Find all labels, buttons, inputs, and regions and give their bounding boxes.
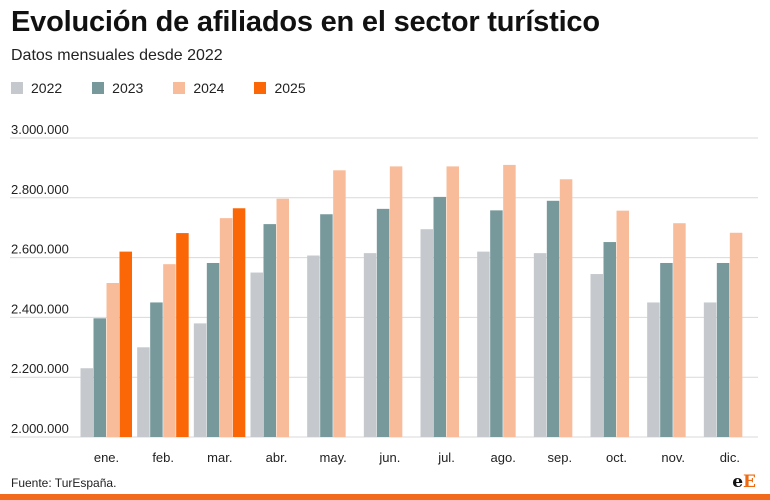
bar-2023-jun bbox=[376, 208, 390, 437]
bar-2024-abr bbox=[276, 198, 289, 437]
bar-2022-feb bbox=[137, 347, 150, 437]
bar-2023-mar bbox=[206, 262, 220, 437]
legend-item-2022: 2022 bbox=[11, 80, 62, 96]
y-tick-label: 3.000.000 bbox=[11, 122, 69, 137]
bar-2022-oct bbox=[590, 274, 603, 437]
bar-2022-abr bbox=[250, 272, 263, 437]
x-tick-label: ago. bbox=[491, 450, 516, 465]
bar-2022-sep bbox=[533, 253, 547, 437]
bar-2022-nov bbox=[647, 302, 660, 437]
legend-swatch-2024 bbox=[173, 82, 186, 94]
bar-chart: 3.000.000 2.800.000 2.600.000 2.400.000 2.20… bbox=[10, 122, 758, 465]
legend-label-2025: 2025 bbox=[274, 80, 306, 96]
x-tick-label: feb. bbox=[152, 450, 174, 465]
legend-swatch-2025 bbox=[254, 82, 267, 94]
source-note: Fuente: TurEspaña. bbox=[11, 476, 117, 490]
legend-item-2025: 2025 bbox=[254, 80, 306, 96]
bar-2024-jul bbox=[446, 166, 459, 437]
legend-swatch-2022 bbox=[11, 82, 23, 94]
bar-2024-jun bbox=[389, 166, 403, 437]
x-tick-label: jul. bbox=[437, 450, 455, 465]
bar-2024-may bbox=[333, 170, 346, 438]
x-tick-label: oct. bbox=[606, 450, 627, 465]
legend-label-2023: 2023 bbox=[112, 80, 144, 96]
bar-2024-ene bbox=[106, 283, 119, 437]
chart-title: Evolución de afiliados en el sector turí… bbox=[11, 6, 600, 38]
bar-2023-jul bbox=[433, 196, 446, 437]
x-tick-label: mar. bbox=[207, 450, 232, 465]
bar-2024-ago bbox=[503, 164, 516, 437]
bar-2022-may bbox=[307, 255, 320, 437]
bar-2022-jul bbox=[420, 229, 433, 437]
x-tick-label: may. bbox=[320, 450, 347, 465]
legend-label-2022: 2022 bbox=[31, 80, 63, 96]
logo-letter-e: e bbox=[732, 472, 744, 492]
x-tick-label: jun. bbox=[378, 450, 400, 465]
x-tick-label: sep. bbox=[548, 450, 573, 465]
bar-2025-feb bbox=[176, 233, 189, 437]
bar-2024-mar bbox=[219, 218, 233, 437]
bar-2025-ene bbox=[119, 251, 132, 437]
y-tick-label: 2.400.000 bbox=[11, 301, 69, 316]
bar-layer bbox=[80, 164, 743, 438]
bar-2024-oct bbox=[616, 210, 629, 437]
bar-2023-ago bbox=[490, 210, 503, 437]
bar-2022-mar bbox=[193, 323, 207, 437]
legend-item-2023: 2023 bbox=[92, 80, 143, 96]
legend-label-2024: 2024 bbox=[193, 80, 225, 96]
y-tick-label: 2.800.000 bbox=[11, 182, 69, 197]
y-tick-label: 2.200.000 bbox=[11, 361, 69, 376]
bar-2023-nov bbox=[660, 262, 673, 437]
legend-item-2024: 2024 bbox=[173, 80, 224, 96]
bar-2023-feb bbox=[150, 302, 163, 437]
bar-2023-ene bbox=[93, 318, 106, 437]
bar-2024-dic bbox=[729, 232, 743, 437]
legend-swatch-2023 bbox=[92, 82, 105, 94]
bar-2023-oct bbox=[603, 242, 616, 437]
bar-2023-sep bbox=[546, 200, 560, 437]
bar-2022-jun bbox=[363, 253, 377, 437]
brand-logo: eE bbox=[732, 472, 756, 492]
bar-2022-dic bbox=[703, 302, 717, 437]
bottom-accent-bar bbox=[0, 494, 770, 500]
legend: 2022 2023 2024 2025 bbox=[11, 78, 336, 98]
bar-2022-ago bbox=[477, 251, 490, 437]
bar-2023-abr bbox=[263, 224, 276, 437]
bar-2024-sep bbox=[559, 179, 573, 437]
label-layer: 3.000.000 2.800.000 2.600.000 2.400.000 2.20… bbox=[11, 122, 740, 465]
bar-2024-feb bbox=[163, 264, 176, 437]
bar-2023-may bbox=[320, 214, 333, 437]
x-tick-label: abr. bbox=[266, 450, 288, 465]
logo-letter-E: E bbox=[743, 472, 756, 492]
bar-2022-ene bbox=[80, 368, 93, 437]
bar-2025-mar bbox=[232, 208, 246, 437]
bar-2024-nov bbox=[673, 223, 686, 437]
chart-subtitle: Datos mensuales desde 2022 bbox=[11, 47, 223, 64]
x-tick-label: nov. bbox=[661, 450, 685, 465]
y-tick-label: 2.600.000 bbox=[11, 242, 69, 257]
y-tick-label: 2.000.000 bbox=[11, 421, 69, 436]
x-tick-label: dic. bbox=[720, 450, 740, 465]
x-tick-label: ene. bbox=[94, 450, 119, 465]
bar-2023-dic bbox=[716, 262, 730, 437]
